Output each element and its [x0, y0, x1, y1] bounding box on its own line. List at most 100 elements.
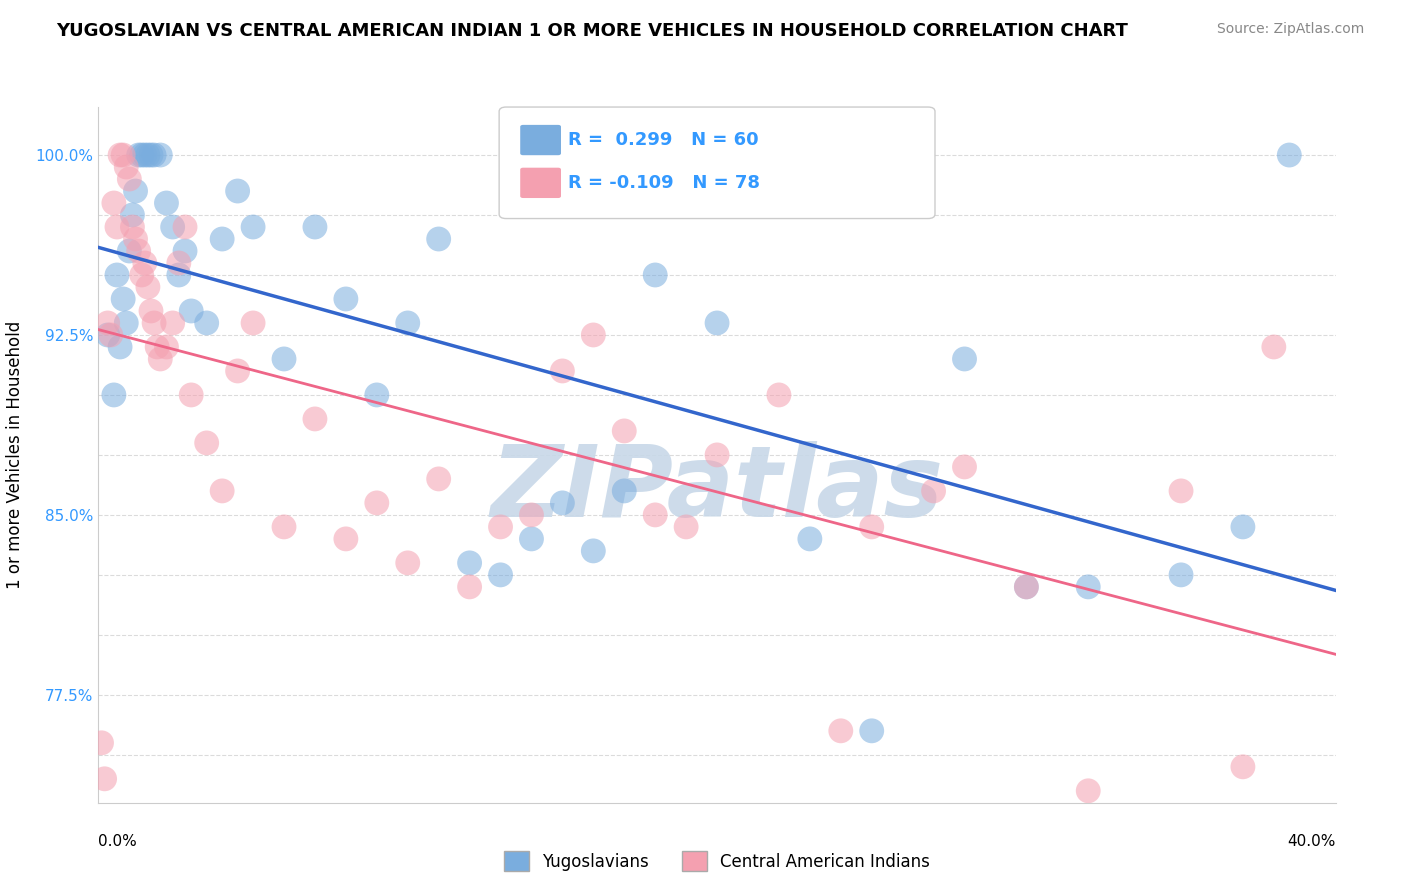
- Point: [211, 232, 233, 246]
- Point: [1015, 580, 1038, 594]
- Point: [335, 532, 357, 546]
- Point: [97, 316, 120, 330]
- Point: [180, 388, 202, 402]
- Point: [131, 148, 153, 162]
- Point: [167, 268, 190, 282]
- Point: [155, 340, 177, 354]
- Point: [124, 232, 146, 246]
- Point: [136, 280, 159, 294]
- Point: [242, 316, 264, 330]
- Point: [582, 544, 605, 558]
- Point: [458, 580, 481, 594]
- Point: [860, 723, 883, 738]
- Point: [97, 328, 120, 343]
- Point: [226, 364, 249, 378]
- Point: [489, 520, 512, 534]
- Point: [304, 219, 326, 234]
- Point: [242, 219, 264, 234]
- Point: [1077, 580, 1099, 594]
- Point: [115, 316, 138, 330]
- Point: [124, 184, 146, 198]
- Point: [396, 556, 419, 570]
- Point: [273, 520, 295, 534]
- Point: [768, 388, 790, 402]
- Point: [167, 256, 190, 270]
- Point: [1170, 483, 1192, 498]
- Point: [211, 483, 233, 498]
- Point: [427, 232, 450, 246]
- Point: [118, 172, 141, 186]
- Point: [1232, 520, 1254, 534]
- Point: [103, 196, 125, 211]
- Point: [134, 148, 156, 162]
- Point: [195, 436, 218, 450]
- Point: [134, 256, 156, 270]
- Point: [551, 496, 574, 510]
- Point: [118, 244, 141, 258]
- Point: [953, 351, 976, 366]
- Point: [105, 219, 128, 234]
- Point: [366, 496, 388, 510]
- Point: [121, 208, 143, 222]
- Point: [1232, 760, 1254, 774]
- Point: [180, 304, 202, 318]
- Point: [489, 567, 512, 582]
- Point: [520, 532, 543, 546]
- Point: [335, 292, 357, 306]
- Point: [706, 316, 728, 330]
- Text: R = -0.109   N = 78: R = -0.109 N = 78: [568, 174, 761, 192]
- Point: [613, 483, 636, 498]
- Text: 0.0%: 0.0%: [98, 834, 138, 849]
- Point: [108, 148, 131, 162]
- Point: [112, 292, 135, 306]
- Point: [146, 340, 169, 354]
- Point: [366, 388, 388, 402]
- Point: [427, 472, 450, 486]
- Point: [90, 736, 112, 750]
- Point: [1077, 784, 1099, 798]
- Legend: Yugoslavians, Central American Indians: Yugoslavians, Central American Indians: [498, 845, 936, 878]
- Point: [195, 316, 218, 330]
- Point: [860, 520, 883, 534]
- Point: [121, 219, 143, 234]
- Point: [520, 508, 543, 522]
- Point: [613, 424, 636, 438]
- Point: [149, 148, 172, 162]
- Point: [174, 244, 197, 258]
- Point: [174, 219, 197, 234]
- Point: [162, 219, 184, 234]
- Point: [304, 412, 326, 426]
- Text: YUGOSLAVIAN VS CENTRAL AMERICAN INDIAN 1 OR MORE VEHICLES IN HOUSEHOLD CORRELATI: YUGOSLAVIAN VS CENTRAL AMERICAN INDIAN 1…: [56, 22, 1128, 40]
- Point: [103, 388, 125, 402]
- Point: [1278, 148, 1301, 162]
- Point: [93, 772, 115, 786]
- Point: [143, 316, 166, 330]
- Point: [396, 316, 419, 330]
- Point: [953, 459, 976, 474]
- Point: [155, 196, 177, 211]
- Point: [644, 268, 666, 282]
- Point: [128, 148, 150, 162]
- Point: [115, 160, 138, 174]
- Point: [105, 268, 128, 282]
- Point: [1015, 580, 1038, 594]
- Point: [799, 532, 821, 546]
- Point: [100, 328, 122, 343]
- Point: [226, 184, 249, 198]
- Text: ZIPatlas: ZIPatlas: [491, 442, 943, 538]
- Point: [458, 556, 481, 570]
- Point: [675, 520, 697, 534]
- Y-axis label: 1 or more Vehicles in Household: 1 or more Vehicles in Household: [7, 321, 24, 589]
- Text: 40.0%: 40.0%: [1288, 834, 1336, 849]
- Point: [706, 448, 728, 462]
- Point: [551, 364, 574, 378]
- Point: [273, 351, 295, 366]
- Point: [131, 268, 153, 282]
- Point: [922, 483, 945, 498]
- Point: [162, 316, 184, 330]
- Point: [149, 351, 172, 366]
- Point: [1263, 340, 1285, 354]
- Point: [112, 148, 135, 162]
- Point: [582, 328, 605, 343]
- Text: Source: ZipAtlas.com: Source: ZipAtlas.com: [1216, 22, 1364, 37]
